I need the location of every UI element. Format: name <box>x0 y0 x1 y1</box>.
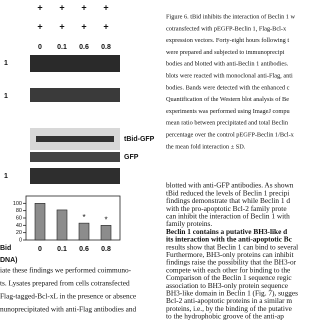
significance-mark: * <box>82 213 85 222</box>
caption-line: Figure 6. tBid inhibits the interaction … <box>166 13 296 20</box>
significance-mark: * <box>104 215 107 224</box>
body-line: family proteins. <box>166 219 212 228</box>
x-tick-label: 0 <box>38 246 42 253</box>
body-line: can inhibit the interaction of Beclin 1 … <box>166 211 290 220</box>
blot-band <box>30 168 120 184</box>
y-tick-label: 40 <box>16 223 22 229</box>
condition-sign: + <box>81 21 86 31</box>
x-tick-label: 0.8 <box>101 246 111 253</box>
band-label: 1 <box>4 93 8 100</box>
blot-band <box>30 88 120 102</box>
blot-band <box>30 152 120 162</box>
y-tick-label: 80 <box>16 208 22 214</box>
figure <box>30 55 120 184</box>
x-axis-label: Bid <box>0 245 11 252</box>
y-tick-label: 60 <box>16 215 22 221</box>
condition-sign: + <box>103 21 108 31</box>
caption-line: bodies and blotted with anti-Beclin 1 an… <box>166 61 289 68</box>
body-line: to the hydrophobic groove of the anti-ap <box>166 312 284 320</box>
bar <box>100 225 112 241</box>
band-label: GFP <box>124 154 139 161</box>
body-line: blotted with anti-GFP antibodies. As sho… <box>166 181 294 190</box>
section-heading-line: Beclin 1 contains a putative BH3-like d <box>166 227 287 236</box>
caption-line: bodies. Bands were detected with the enh… <box>166 84 290 91</box>
dose-label: 0.6 <box>79 44 89 51</box>
body-line: compete with each other for binding to t… <box>166 265 290 274</box>
caption-line: blots were reacted with monoclonal anti-… <box>166 72 293 79</box>
condition-sign: + <box>59 2 64 12</box>
band-label: 1 <box>4 60 8 67</box>
blot-band <box>36 136 114 142</box>
caption-line: cotransfected with pEGFP-Beclin 1, Flag-… <box>166 25 287 32</box>
caption-line: experiments was performed using ImageJ c… <box>166 108 290 115</box>
y-tick-label: 0 <box>19 237 22 243</box>
body-line: proteins, i.e., by the binding of the pu… <box>166 304 292 313</box>
y-tick-label: 20 <box>16 230 22 236</box>
section-heading-line: its interaction with the anti-apoptotic … <box>166 235 293 244</box>
blot-band <box>30 55 120 72</box>
x-tick-label: 0.1 <box>57 246 67 253</box>
body-line: findings demonstrate that while Beclin 1… <box>166 196 290 205</box>
body-line: iate these findings we performed coimmun… <box>0 266 132 275</box>
body-line: association to BH3-only protein sequence <box>166 281 288 290</box>
caption-line: the mean fold interaction ± SD. <box>166 143 246 150</box>
dose-label: 0.1 <box>57 44 67 51</box>
caption-line: were prepared and subjected to immunopre… <box>166 49 285 56</box>
band-label: 1 <box>4 173 8 180</box>
band-label: tBid-GFP <box>124 136 155 143</box>
body-line: findings raise the possibility that the … <box>166 258 297 267</box>
dose-label: 0.8 <box>101 44 111 51</box>
condition-sign: + <box>81 2 86 12</box>
body-line: Bcl-2 anti-apoptotic proteins in a simil… <box>166 296 292 305</box>
body-line: tBid reduced the levels of Beclin 1 prec… <box>166 188 289 197</box>
body-line: Flag-tagged-Bcl-xL in the presence or ab… <box>0 292 136 301</box>
text-block: Figure 6. tBid inhibits the interaction … <box>0 13 298 320</box>
y-tick-label: 100 <box>13 201 22 207</box>
body-line: ts. Lysates prepared from cells cotransf… <box>0 279 130 288</box>
body-line: Furthermore, BH3-only proteins can inhib… <box>166 250 293 259</box>
x-axis-label: DNA) <box>0 257 18 264</box>
body-line: nunoprecipitated with anti-Flag antibodi… <box>0 305 137 314</box>
x-tick-label: 0.6 <box>79 246 89 253</box>
body-line: with the pro-apoptotic Bcl-2 family prot… <box>166 204 287 213</box>
figure-labels: + + + + + + + +0 0.1 0.6 0.8 1 1 tBid-GFP GFP 1 <box>4 2 155 179</box>
caption-line: mean ratio between precipitated and tota… <box>166 120 289 127</box>
bar <box>56 209 68 241</box>
dose-label: 0 <box>38 44 42 51</box>
body-line: results show that Beclin 1 can bind to s… <box>166 242 298 251</box>
bar <box>34 203 46 241</box>
condition-sign: + <box>103 2 108 12</box>
body-line: BH3-like domain in Beclin 1 (Fig. 7), su… <box>166 288 298 297</box>
caption-line: expression vectors. Forty-eight hours fo… <box>166 37 289 44</box>
condition-sign: + <box>37 21 42 31</box>
condition-sign: + <box>59 21 64 31</box>
caption-line: percentage over the control pEGFP-Beclin… <box>166 131 295 138</box>
body-line: Comparison of the Beclin 1 sequence regi… <box>166 273 292 282</box>
condition-sign: + <box>37 2 42 12</box>
caption-line: Quantification of the Western blot analy… <box>166 96 289 103</box>
bar <box>78 222 90 241</box>
